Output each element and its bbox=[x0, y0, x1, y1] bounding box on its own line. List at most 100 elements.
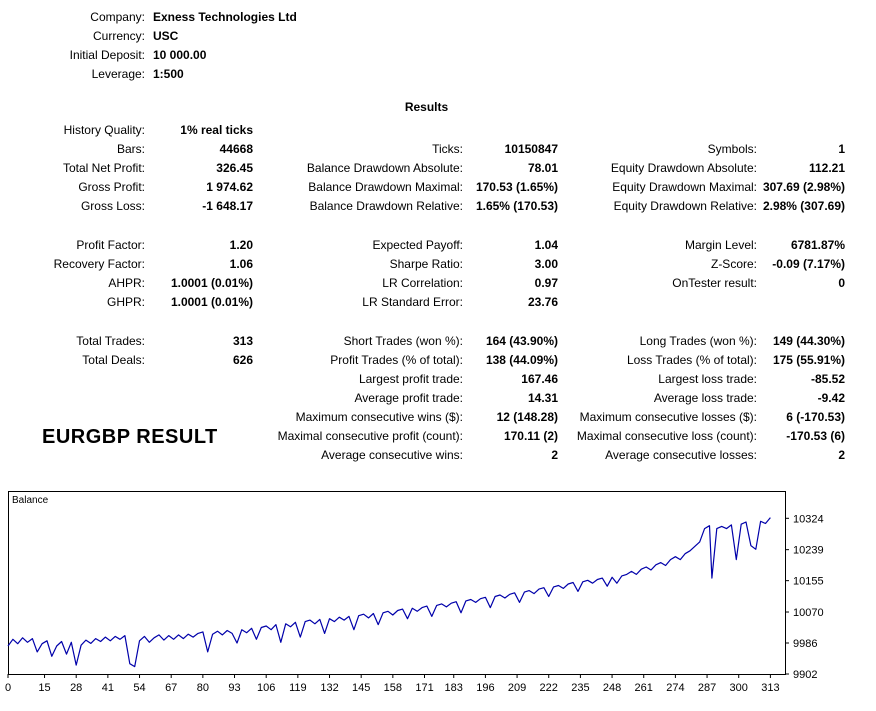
stat-value: -0.09 (7.17%) bbox=[772, 257, 845, 271]
stat-value: 112.21 bbox=[808, 161, 845, 175]
stat-value: 149 (44.30%) bbox=[772, 334, 845, 348]
stat-label: Gross Profit: bbox=[78, 180, 145, 194]
result-row: Gross Profit: 1 974.62 Balance Drawdown Ma… bbox=[8, 178, 876, 197]
stat-label: AHPR: bbox=[108, 276, 145, 290]
stat-label: GHPR: bbox=[106, 295, 145, 309]
x-tick-label: 235 bbox=[571, 682, 589, 694]
result-row: Recovery Factor: 1.06 Sharpe Ratio: 3.00 Z-S… bbox=[8, 255, 876, 274]
x-tick-label: 183 bbox=[445, 682, 463, 694]
stat-label: Average profit trade: bbox=[354, 391, 463, 405]
result-row: Gross Loss: -1 648.17 Balance Drawdown Rel… bbox=[8, 197, 876, 216]
result-row: AHPR: 1.0001 (0.01%) LR Correlation: 0.97 On… bbox=[8, 274, 876, 293]
result-row: Largest profit trade: 167.46 Largest loss … bbox=[8, 370, 876, 389]
y-tick-label: 10155 bbox=[793, 576, 824, 588]
stat-label: Total Deals: bbox=[82, 353, 145, 367]
stat-value bbox=[757, 121, 845, 140]
account-value: USC bbox=[153, 29, 179, 43]
x-tick-label: 171 bbox=[415, 682, 433, 694]
stat-value: 12 (148.28) bbox=[496, 410, 558, 424]
stat-label: Profit Trades (% of total): bbox=[330, 353, 463, 367]
stat-label bbox=[8, 370, 145, 389]
stat-value bbox=[145, 408, 253, 427]
stat-value: 313 bbox=[232, 334, 253, 348]
account-row: Leverage: 1:500 bbox=[8, 65, 876, 84]
account-value: 1:500 bbox=[153, 67, 184, 81]
stat-label: Loss Trades (% of total): bbox=[626, 353, 757, 367]
x-tick-label: 222 bbox=[540, 682, 558, 694]
y-tick-label: 10070 bbox=[793, 607, 824, 619]
x-tick-label: 106 bbox=[257, 682, 275, 694]
stat-label: Largest profit trade: bbox=[358, 372, 463, 386]
account-info: Company: Exness Technologies Ltd Currency:… bbox=[8, 8, 876, 84]
stat-label: Balance Drawdown Relative: bbox=[309, 199, 463, 213]
x-tick-label: 41 bbox=[102, 682, 114, 694]
stat-value: 307.69 (2.98%) bbox=[762, 180, 845, 194]
x-tick-label: 67 bbox=[165, 682, 177, 694]
account-label: Leverage: bbox=[91, 67, 145, 81]
stat-label bbox=[8, 389, 145, 408]
result-row: GHPR: 1.0001 (0.01%) LR Standard Error: 23.… bbox=[8, 293, 876, 312]
stat-value: 1.20 bbox=[229, 238, 253, 252]
stat-label: OnTester result: bbox=[672, 276, 757, 290]
balance-chart: 9902 9986 10070 10155 10239 10324 0 15 28 41 54 67 8… bbox=[0, 491, 876, 700]
result-row: Average profit trade: 14.31 Average loss t… bbox=[8, 389, 876, 408]
stat-value: 0 bbox=[838, 276, 845, 290]
account-label: Currency: bbox=[92, 29, 145, 43]
stat-value: 44668 bbox=[219, 142, 253, 156]
stat-label bbox=[253, 121, 463, 140]
y-tick-label: 10239 bbox=[793, 545, 824, 557]
x-tick-label: 287 bbox=[698, 682, 716, 694]
result-row: Total Deals: 626 Profit Trades (% of total… bbox=[8, 351, 876, 370]
series-label: Balance bbox=[12, 495, 49, 506]
watermark-text: EURGBP RESULT bbox=[42, 426, 218, 448]
stat-value: -170.53 (6) bbox=[786, 429, 845, 443]
stat-value: -1 648.17 bbox=[202, 199, 253, 213]
x-tick-label: 0 bbox=[5, 682, 11, 694]
stat-label: Total Trades: bbox=[76, 334, 145, 348]
stat-label: Maximal consecutive profit (count): bbox=[277, 429, 463, 443]
stat-label bbox=[558, 293, 757, 312]
stat-value: 1% real ticks bbox=[180, 123, 253, 137]
stat-value: 1.0001 (0.01%) bbox=[170, 295, 253, 309]
account-row: Initial Deposit: 10 000.00 bbox=[8, 46, 876, 65]
plot-frame bbox=[8, 491, 786, 675]
x-tick-label: 158 bbox=[384, 682, 402, 694]
stat-label: Sharpe Ratio: bbox=[389, 257, 463, 271]
account-value: 10 000.00 bbox=[153, 48, 207, 62]
stat-label: Equity Drawdown Maximal: bbox=[612, 180, 757, 194]
stat-value: 1.65% (170.53) bbox=[475, 199, 558, 213]
x-tick-label: 196 bbox=[476, 682, 494, 694]
stat-value bbox=[145, 389, 253, 408]
stat-label: Equity Drawdown Absolute: bbox=[610, 161, 757, 175]
stat-value: 2 bbox=[838, 448, 845, 462]
stat-label: Profit Factor: bbox=[76, 238, 145, 252]
stat-value: 164 (43.90%) bbox=[485, 334, 558, 348]
stat-label: Equity Drawdown Relative: bbox=[613, 199, 757, 213]
stat-label: LR Standard Error: bbox=[362, 295, 463, 309]
x-tick-label: 54 bbox=[133, 682, 145, 694]
stat-label: Average consecutive losses: bbox=[605, 448, 757, 462]
result-row: Maximum consecutive wins ($): 12 (148.28)… bbox=[8, 408, 876, 427]
y-tick-label: 10324 bbox=[793, 513, 824, 525]
stat-label: Maximum consecutive losses ($): bbox=[579, 410, 757, 424]
group-spacer bbox=[8, 216, 876, 236]
stat-label: LR Correlation: bbox=[382, 276, 463, 290]
x-tick-label: 15 bbox=[38, 682, 50, 694]
stat-label: Balance Drawdown Absolute: bbox=[306, 161, 463, 175]
stat-value: 3.00 bbox=[534, 257, 558, 271]
x-tick-label: 274 bbox=[666, 682, 684, 694]
stat-value: 2 bbox=[551, 448, 558, 462]
result-row: Profit Factor: 1.20 Expected Payoff: 1.04 Ma… bbox=[8, 236, 876, 255]
x-tick-label: 132 bbox=[320, 682, 338, 694]
x-tick-label: 261 bbox=[635, 682, 653, 694]
stat-value: -9.42 bbox=[817, 391, 845, 405]
stat-label: Margin Level: bbox=[684, 238, 757, 252]
stat-value: 1 974.62 bbox=[206, 180, 253, 194]
result-row: Total Net Profit: 326.45 Balance Drawdown … bbox=[8, 159, 876, 178]
stat-label: Gross Loss: bbox=[80, 199, 145, 213]
stat-label: Largest loss trade: bbox=[658, 372, 757, 386]
result-row: Maximal consecutive profit (count): 170.1… bbox=[8, 427, 876, 446]
x-tick-label: 300 bbox=[730, 682, 748, 694]
account-label: Initial Deposit: bbox=[69, 48, 145, 62]
stat-label: Z-Score: bbox=[710, 257, 757, 271]
